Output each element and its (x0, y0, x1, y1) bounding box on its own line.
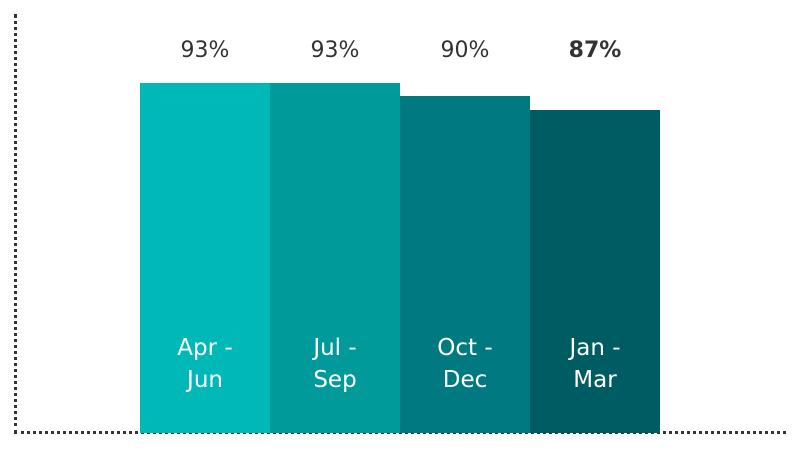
category-label: Jul - Sep (313, 335, 357, 393)
category-label: Apr - Jun (177, 335, 233, 393)
bar (140, 82, 270, 433)
value-label: 90% (440, 38, 490, 63)
bar (270, 82, 400, 433)
category-label: Oct - Dec (437, 335, 493, 393)
value-label: 93% (310, 38, 360, 63)
bar (400, 96, 530, 433)
y-axis (14, 14, 17, 434)
value-label: 93% (180, 38, 230, 63)
category-label: Jan - Mar (569, 335, 621, 393)
bar (530, 109, 660, 433)
value-label: 87% (568, 38, 622, 63)
